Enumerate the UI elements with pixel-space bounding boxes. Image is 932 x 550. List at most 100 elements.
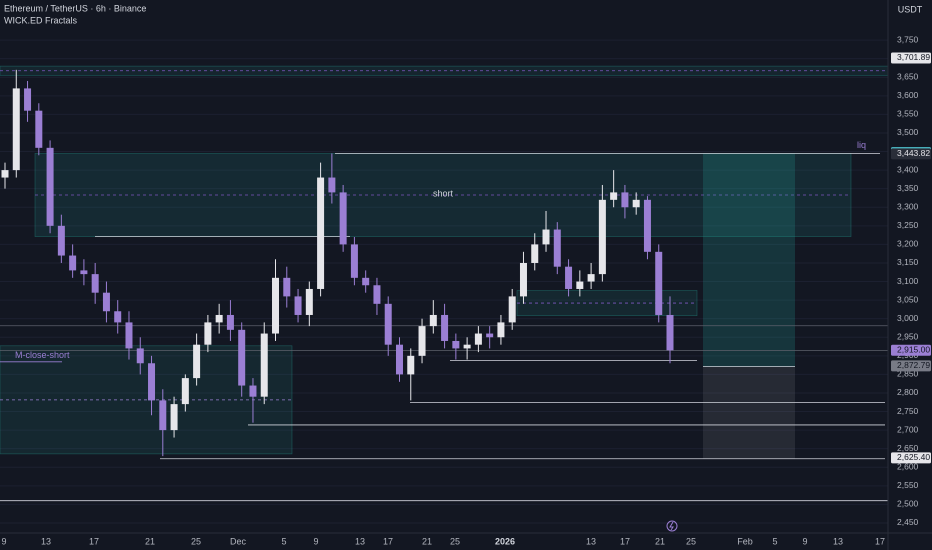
y-tick-label: 3,150 (897, 257, 919, 267)
x-tick-label: 9 (802, 536, 807, 546)
candle-body (24, 88, 32, 111)
candle-body (395, 344, 403, 375)
x-tick-label: 17 (875, 536, 885, 546)
candle-body (283, 277, 291, 297)
candle-body (226, 314, 234, 330)
candle-body (114, 311, 122, 323)
annotation: short (433, 189, 454, 199)
candle-body (576, 281, 584, 289)
candle-body (170, 404, 178, 431)
x-tick-label: 5 (281, 536, 286, 546)
x-tick-label: 21 (145, 536, 155, 546)
candle-body (204, 322, 212, 345)
candle-body (181, 378, 189, 405)
candle-body (148, 363, 156, 401)
chart-title: Ethereum / TetherUS · 6h · Binance (4, 3, 146, 13)
candle-body (91, 274, 99, 293)
candle-body (328, 177, 336, 193)
y-tick-label: 3,650 (897, 72, 919, 82)
candle-body (508, 296, 516, 323)
x-tick-label: 13 (833, 536, 843, 546)
candle-body (384, 303, 392, 345)
y-tick-label: 3,500 (897, 127, 919, 137)
candle-body (305, 288, 313, 315)
x-tick-label: Feb (737, 536, 753, 546)
candle-body (418, 326, 426, 356)
x-tick-label: 25 (686, 536, 696, 546)
y-tick-label: 3,200 (897, 239, 919, 249)
x-tick-label: 21 (655, 536, 665, 546)
y-tick-label: 2,700 (897, 424, 919, 434)
price-tag (891, 344, 931, 356)
y-tick-label: 3,750 (897, 34, 919, 44)
price-tag (891, 148, 931, 160)
candle-body (373, 285, 381, 304)
y-tick-label: 3,300 (897, 202, 919, 212)
candle-body (1, 170, 9, 178)
candle-body (542, 229, 550, 245)
x-tick-label: 25 (450, 536, 460, 546)
zone (703, 153, 795, 367)
y-tick-label: 2,850 (897, 369, 919, 379)
x-tick-label: 17 (383, 536, 393, 546)
candle-body (272, 277, 280, 334)
candle-body (102, 292, 110, 312)
y-tick-label: 3,600 (897, 90, 919, 100)
candle-body (441, 314, 449, 341)
candle-body (598, 199, 606, 275)
candle-body (553, 229, 561, 267)
y-tick-label: 3,250 (897, 220, 919, 230)
candle-body (350, 244, 358, 278)
candle-body (80, 270, 88, 275)
candle-body (125, 322, 133, 349)
annotation: M-close-short (15, 350, 70, 360)
y-tick-label: 2,450 (897, 517, 919, 527)
price-tag (891, 452, 931, 464)
event-icon (666, 520, 678, 532)
y-tick-label: 2,650 (897, 443, 919, 453)
candle-body (193, 344, 201, 379)
annotation: liq (857, 140, 866, 150)
zone (703, 366, 795, 459)
candle-body (339, 192, 347, 245)
candle-body (474, 333, 482, 345)
y-tick-label: 3,050 (897, 294, 919, 304)
candle-body (136, 348, 144, 364)
price-tag-label: 2,872.79 (897, 360, 930, 370)
y-tick-label: 2,500 (897, 499, 919, 509)
indicator-name: WICK.ED Fractals (4, 15, 78, 25)
y-tick-label: 3,400 (897, 164, 919, 174)
candle-body (35, 110, 43, 148)
axis-unit: USDT (898, 4, 923, 14)
x-tick-label: 17 (89, 536, 99, 546)
y-tick-label: 2,550 (897, 480, 919, 490)
candle-body (463, 344, 471, 349)
candle-body (215, 314, 223, 323)
candle-body (69, 255, 77, 271)
candle-body (531, 244, 539, 263)
candle-body (260, 333, 268, 397)
x-tick-label: 25 (191, 536, 201, 546)
candle-body (159, 400, 167, 431)
y-tick-label: 2,800 (897, 387, 919, 397)
x-tick-label: 13 (41, 536, 51, 546)
y-tick-label: 2,600 (897, 462, 919, 472)
candle-body (643, 199, 651, 252)
x-tick-label: 2026 (495, 536, 515, 546)
y-tick-label: 3,550 (897, 109, 919, 119)
candle-body (519, 262, 527, 297)
price-tag-label: 2,625.40 (897, 452, 930, 462)
x-tick-label: 13 (355, 536, 365, 546)
candle-body (666, 314, 674, 351)
candle-body (249, 385, 257, 397)
candle-body (12, 88, 20, 171)
candle-body (587, 274, 595, 282)
x-tick-label: 9 (313, 536, 318, 546)
y-tick-label: 3,350 (897, 183, 919, 193)
candle-body (497, 322, 505, 338)
candle-body (46, 147, 54, 226)
candle-body (57, 225, 65, 256)
price-tag-label: 3,443.82 (897, 148, 930, 158)
candle-body (238, 329, 246, 386)
